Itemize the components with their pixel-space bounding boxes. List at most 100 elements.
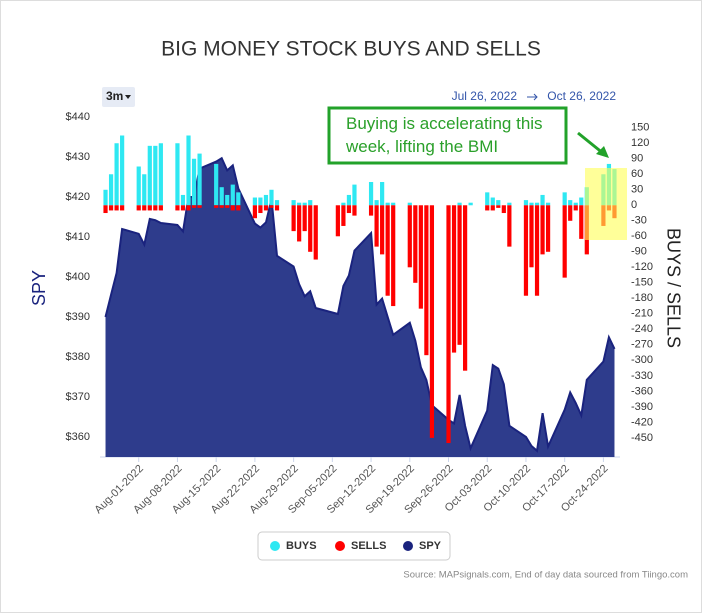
- bar: [457, 205, 462, 345]
- range-to: Oct 26, 2022: [547, 89, 616, 103]
- bar: [153, 145, 158, 206]
- range-arrow: [527, 93, 538, 101]
- bar: [429, 205, 435, 438]
- y-tick-label: $400: [66, 271, 90, 283]
- y2-tick-label: 60: [631, 168, 643, 180]
- bar: [103, 205, 108, 214]
- y-tick-label: $380: [66, 351, 90, 363]
- bar: [158, 205, 163, 211]
- bar: [158, 143, 163, 206]
- chart-title: BIG MONEY STOCK BUYS AND SELLS: [161, 38, 541, 61]
- y2-tick-label: -420: [631, 416, 653, 428]
- y2-tick-label: 150: [631, 122, 649, 134]
- bar: [496, 200, 501, 206]
- y2-tick-label: -90: [631, 246, 647, 258]
- bar: [534, 202, 540, 206]
- bar: [147, 205, 152, 211]
- legend-label: BUYS: [286, 540, 317, 552]
- range-button[interactable]: [102, 87, 135, 107]
- bar: [291, 205, 296, 232]
- y2-tick-label: -120: [631, 261, 653, 273]
- bar: [308, 200, 313, 206]
- bar: [562, 192, 567, 206]
- bar: [346, 205, 352, 214]
- bar: [230, 184, 235, 206]
- annotation-arrowhead: [596, 146, 609, 158]
- range-button-label[interactable]: 3m: [106, 89, 123, 103]
- annotation: Buying is accelerating this week, lifting…: [345, 114, 543, 156]
- bar: [573, 202, 578, 206]
- bar: [180, 194, 186, 206]
- legend-swatch: [335, 541, 345, 551]
- bar: [225, 205, 230, 208]
- source: Source: MAPsignals.com, End of day data …: [403, 570, 688, 581]
- bar: [507, 205, 512, 247]
- bar: [120, 135, 125, 206]
- bar: [341, 205, 346, 226]
- bar: [175, 143, 180, 206]
- bar: [496, 205, 501, 208]
- bar: [142, 174, 147, 206]
- y2-tick-label: -330: [631, 370, 653, 382]
- bar: [120, 205, 125, 211]
- y2-tick-label: 120: [631, 137, 649, 149]
- y-tick-label: $420: [66, 191, 90, 203]
- bar: [230, 205, 235, 211]
- bar: [501, 205, 506, 214]
- bar: [451, 205, 457, 353]
- bar: [258, 205, 263, 214]
- bar: [258, 197, 263, 206]
- bar: [108, 174, 114, 206]
- bar: [214, 205, 219, 208]
- legend-swatch: [403, 541, 413, 551]
- y-tick-label: $410: [66, 231, 90, 243]
- legend: [257, 531, 451, 561]
- y2-tick-label: -180: [631, 292, 653, 304]
- bar: [562, 205, 567, 278]
- y2-tick-label: -60: [631, 230, 647, 242]
- bar: [529, 205, 534, 268]
- dropdown-caret: [125, 95, 131, 99]
- bar: [341, 202, 346, 206]
- highlight: [585, 168, 627, 240]
- legend-label: SELLS: [351, 540, 386, 552]
- bar: [252, 205, 257, 219]
- bar: [418, 205, 423, 309]
- bar: [407, 205, 412, 268]
- bar: [147, 145, 152, 206]
- bar: [579, 205, 584, 239]
- range-from: Jul 26, 2022: [452, 89, 518, 103]
- y2-tick-label: -390: [631, 401, 653, 413]
- bar: [468, 202, 473, 206]
- bar: [302, 202, 307, 206]
- bar: [579, 197, 584, 206]
- y2-tick-label: 30: [631, 184, 643, 196]
- legend-swatch: [270, 541, 280, 551]
- y2-tick-label: 90: [631, 153, 643, 165]
- bar: [352, 184, 357, 206]
- bar: [335, 205, 340, 237]
- bar: [236, 192, 241, 206]
- bar: [346, 194, 352, 206]
- bar: [485, 205, 490, 211]
- bar: [302, 205, 307, 232]
- bar: [225, 194, 230, 206]
- y-tick-label: $440: [66, 111, 90, 123]
- y-axis-title: SPY: [29, 270, 49, 306]
- y2-tick-label: -30: [631, 215, 647, 227]
- bar: [263, 194, 269, 206]
- bar: [269, 205, 274, 208]
- bar: [142, 205, 147, 211]
- bar: [291, 200, 296, 206]
- y2-tick-label: -450: [631, 432, 653, 444]
- bar: [368, 205, 374, 216]
- bar: [407, 202, 412, 206]
- bar: [274, 200, 280, 206]
- y-tick-label: $390: [66, 311, 90, 323]
- bar: [136, 205, 141, 211]
- bar: [568, 205, 573, 221]
- bar: [252, 197, 257, 206]
- bar: [545, 205, 551, 252]
- bar: [308, 205, 313, 252]
